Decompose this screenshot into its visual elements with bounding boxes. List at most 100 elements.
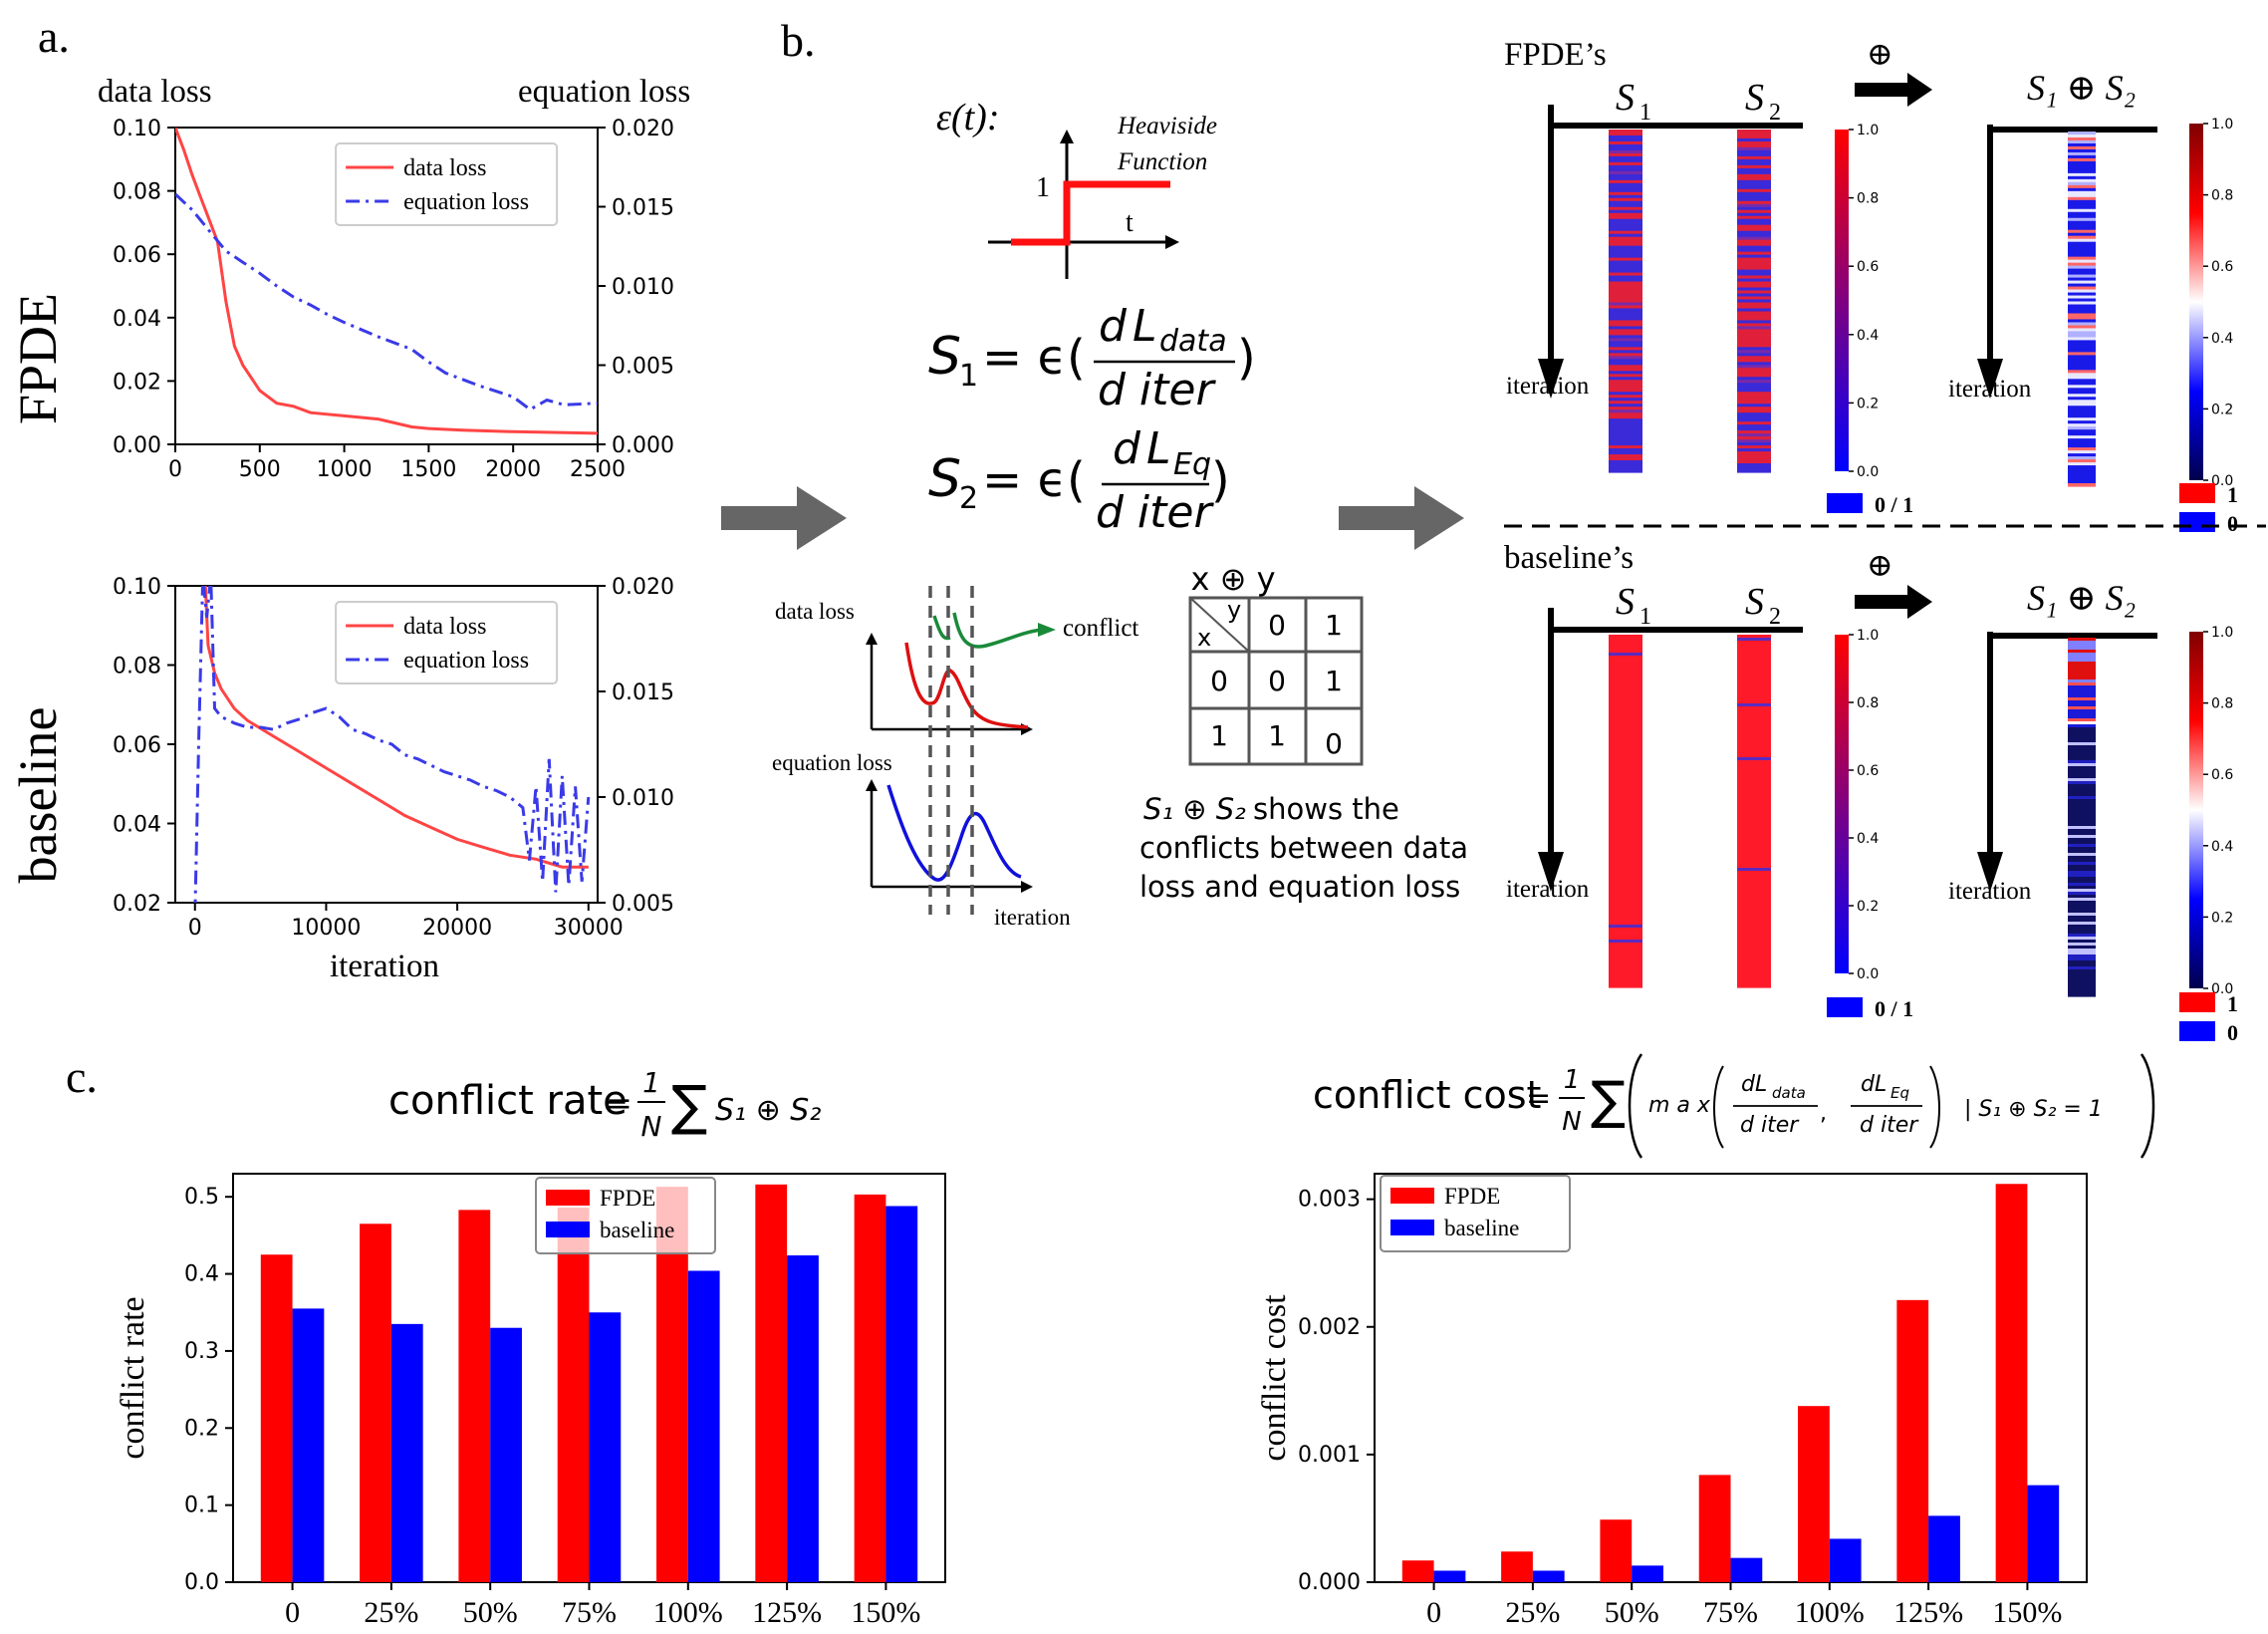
hm-base-x-cell	[2068, 972, 2096, 976]
hm-base-s2-cell	[1737, 886, 1771, 890]
xor-cell-11: 0	[1325, 727, 1343, 760]
hm-base-s2-cell	[1737, 901, 1771, 905]
cost-num2: dL	[1861, 1072, 1887, 1097]
hm-fpde-s2-cell	[1737, 460, 1771, 464]
hm-base-s1-cell	[1609, 760, 1642, 764]
hm-fpde-x-cell	[2068, 346, 2096, 350]
hm-fpde-s1-cell	[1609, 239, 1642, 244]
hm-base-s2-cell	[1737, 954, 1771, 958]
hm-fpde-x-cell	[2068, 136, 2096, 141]
xor-cell-00: 0	[1268, 665, 1286, 697]
hm-base-s2-cell	[1737, 883, 1771, 887]
hm-base-s2-cell	[1737, 724, 1771, 728]
hm-fpde-x-cell	[2068, 432, 2096, 436]
hm-base-s1-cell	[1609, 688, 1642, 692]
hm-base-s1-cell	[1609, 796, 1642, 800]
hm-base-s2-cell	[1737, 769, 1771, 773]
hm-base-x-cell	[2068, 662, 2096, 666]
hm-base-s1-cell	[1609, 644, 1642, 648]
hm-fpde-s1-cell	[1609, 197, 1642, 202]
hm-base-s2-cell	[1737, 677, 1771, 681]
hm-fpde-s1-cell	[1609, 269, 1642, 274]
baseline-row-label: baseline	[8, 707, 68, 884]
hm-fpde-s2-cell	[1737, 200, 1771, 205]
fpde-binary-legend-swatch	[1827, 493, 1863, 513]
hm-base-s1-cell	[1609, 709, 1642, 713]
baseline-loss-ytick-right-label: 0.015	[612, 681, 674, 705]
hm-base-s2-cell	[1737, 859, 1771, 863]
hm-fpde-s1-cell	[1609, 383, 1642, 387]
hm-fpde-x-cell	[2068, 340, 2096, 344]
hm-base-s1-cell	[1609, 820, 1642, 824]
hm-fpde-x-cell	[2068, 214, 2096, 219]
baseline-loss-ytick-right-label: 0.010	[612, 786, 674, 811]
hm-base-s1-cell	[1609, 931, 1642, 935]
hm-fpde-s1-cell	[1609, 278, 1642, 283]
hm-fpde-s2-cell	[1737, 427, 1771, 431]
hm-fpde-s1-cell	[1609, 398, 1642, 402]
hm-fpde-s1-cell	[1609, 448, 1642, 452]
hm-base-x-cell	[2068, 925, 2096, 929]
rate-xtick-label: 150%	[851, 1596, 920, 1629]
hm-base-s2-cell	[1737, 841, 1771, 845]
hm-fpde-x-cell	[2068, 256, 2096, 261]
hm-fpde-s1-cell	[1609, 185, 1642, 190]
hm-base-x-cell	[2068, 928, 2096, 932]
baseline-loss-ytick-left-label: 0.04	[113, 813, 161, 838]
heaviside-level: 1	[1036, 172, 1050, 203]
hm-base-s1-cell	[1609, 805, 1642, 809]
hm-base-x-cell	[2068, 685, 2096, 689]
hm-base-s1-cell	[1609, 647, 1642, 651]
hm-base-x-cell	[2068, 751, 2096, 755]
hm-fpde-s2-cell	[1737, 287, 1771, 292]
hm-base-s2-cell	[1737, 966, 1771, 970]
cb-fpde-x-label: 1.0	[2211, 117, 2233, 133]
heaviside-sketch	[988, 130, 1179, 279]
cb-base-bin-label: 0.0	[1857, 966, 1879, 982]
hm-fpde-x-cell	[2068, 247, 2096, 252]
hm-base-s2-cell	[1737, 763, 1771, 767]
rate-frac-num: 1	[642, 1066, 660, 1099]
hm-fpde-s2-cell	[1737, 320, 1771, 325]
hm-fpde-x-cell	[2068, 148, 2096, 153]
hm-base-x-cell	[2068, 871, 2096, 875]
hm-fpde-s2-cell	[1737, 269, 1771, 274]
hm-base-s1-cell	[1609, 703, 1642, 707]
baseline-loss-xtick-label: 30000	[554, 916, 624, 941]
hm-fpde-x-cell	[2068, 426, 2096, 430]
hm-base-x-cell	[2068, 730, 2096, 734]
fpde-legend-zero-swatch	[2179, 512, 2215, 532]
s1-num-l: L	[1133, 301, 1157, 352]
hm-fpde-x-cell	[2068, 268, 2096, 273]
cost-den2: d iter	[1860, 1113, 1919, 1138]
hm-fpde-s2-cell	[1737, 224, 1771, 229]
rate-bar-baseline	[687, 1270, 720, 1582]
rate-legend-swatch-baseline	[546, 1222, 590, 1237]
hm-fpde-s2-cell	[1737, 451, 1771, 455]
hm-base-s1-cell	[1609, 984, 1642, 988]
hm-base-s2-cell	[1737, 946, 1771, 950]
hm-fpde-s2-cell	[1737, 293, 1771, 298]
hm-fpde-x-cell	[2068, 343, 2096, 347]
cost-bar-baseline	[1730, 1557, 1763, 1582]
hm-base-s1-cell	[1609, 981, 1642, 985]
rate-ytick-label: 0.0	[184, 1570, 219, 1595]
rate-xtick-label: 75%	[562, 1596, 617, 1629]
hm-base-s1-cell	[1609, 919, 1642, 923]
hm-fpde-x-cell	[2068, 373, 2096, 377]
s1-den: d iter	[1098, 365, 1216, 415]
hm-fpde-s1-cell	[1609, 140, 1642, 145]
hm-base-s1-cell	[1609, 733, 1642, 737]
hm-fpde-s2-cell	[1737, 143, 1771, 148]
hm-fpde-s1-cell	[1609, 466, 1642, 470]
hm-fpde-s1-cell	[1609, 359, 1642, 363]
hm-fpde-x-cell	[2068, 238, 2096, 243]
hm-fpde-s2-cell	[1737, 433, 1771, 437]
cb-base-x-label: 0.0	[2211, 981, 2233, 997]
hm-fpde-s1-cell	[1609, 137, 1642, 142]
hm-base-s1-cell	[1609, 802, 1642, 806]
hm-fpde-x-cell	[2068, 414, 2096, 418]
rate-terms: S₁ ⊕ S₂	[715, 1093, 821, 1128]
hm-fpde-s2-cell	[1737, 290, 1771, 295]
hm-fpde-s1-cell	[1609, 460, 1642, 464]
